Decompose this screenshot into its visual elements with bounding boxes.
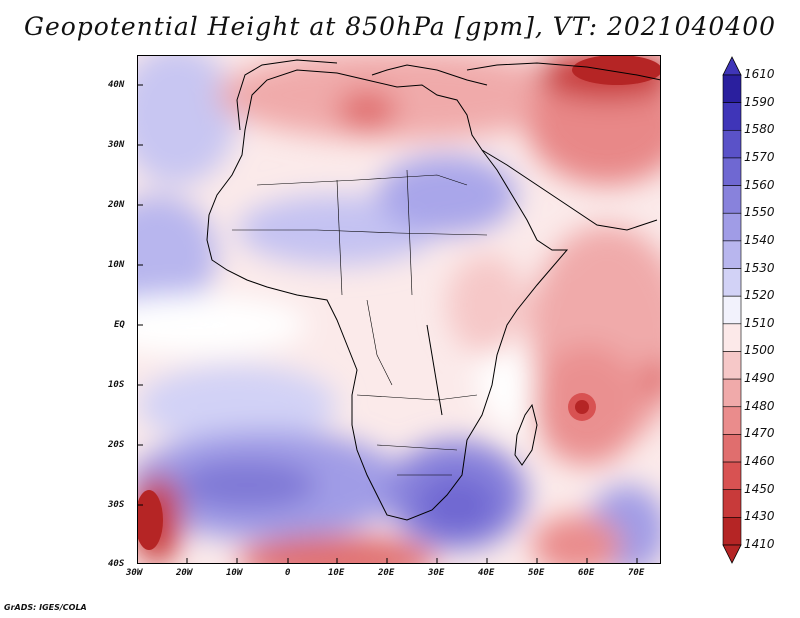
colorbar-swatch <box>722 240 742 269</box>
colorbar-level-label: 1500 <box>744 343 775 358</box>
colorbar-level-label: 1550 <box>744 205 775 220</box>
country-borders <box>232 169 488 476</box>
lon-label-50e: 50E <box>528 568 545 578</box>
lon-label-10w: 10W <box>226 568 243 578</box>
colorbar-level-label: 1560 <box>744 177 775 192</box>
colorbar-swatch <box>722 489 742 518</box>
colorbar-swatch <box>722 157 742 186</box>
colorbar-level-label: 1450 <box>744 481 775 496</box>
colorbar-level-label: 1480 <box>744 398 775 413</box>
lat-label-30s: 30S <box>108 500 125 510</box>
colorbar-swatch <box>722 461 742 491</box>
colorbar-level-label: 1410 <box>744 537 775 551</box>
lon-label-0: 0 <box>285 568 291 578</box>
coastlines <box>206 59 661 521</box>
colorbar-swatch <box>722 129 742 159</box>
colorbar-level-label: 1590 <box>744 94 775 109</box>
colorbar-level-label: 1530 <box>744 260 775 275</box>
colorbar-swatch <box>722 323 742 352</box>
lat-label-10s: 10S <box>108 380 125 390</box>
field-shading <box>137 55 661 564</box>
lat-label-eq: EQ <box>114 320 125 330</box>
colorbar-level-label: 1490 <box>744 371 775 386</box>
colorbar-level-label: 1570 <box>744 149 775 164</box>
colorbar-level-label: 1520 <box>744 288 775 303</box>
lat-label-10n: 10N <box>108 260 125 270</box>
colorbar-swatch <box>722 295 742 325</box>
colorbar-level-label: 1430 <box>744 509 775 524</box>
lon-label-70e: 70E <box>628 568 645 578</box>
colorbar-bottom-arrow <box>722 544 742 564</box>
map-frame <box>137 55 661 564</box>
colorbar-swatch <box>722 378 742 408</box>
madagascar-coastline <box>514 403 538 466</box>
mediterranean-coast <box>371 64 488 86</box>
africa-coastline <box>206 69 569 521</box>
axis-ticks <box>137 84 638 564</box>
low-center-north <box>572 55 661 85</box>
colorbar-level-label: 1470 <box>744 426 775 441</box>
grads-credit: GrADS: IGES/COLA <box>4 603 87 612</box>
colorbar-swatch <box>722 102 742 131</box>
colorbar-swatch <box>722 74 742 103</box>
rift-lakes <box>426 324 443 416</box>
colorbar-swatch <box>722 406 742 435</box>
map-plot-area <box>137 55 661 564</box>
colorbar-swatch <box>722 212 742 242</box>
lat-label-40n: 40N <box>108 80 125 90</box>
colorbar-level-label: 1540 <box>744 232 775 247</box>
lon-label-30e: 30E <box>428 568 445 578</box>
iberia-coastline <box>236 59 338 131</box>
lon-label-20w: 20W <box>176 568 193 578</box>
colorbar-swatch <box>722 517 742 546</box>
colorbar-swatch <box>722 268 742 297</box>
lat-label-40s: 40S <box>108 559 125 569</box>
colorbar-level-label: 1580 <box>744 122 775 137</box>
arabia-coastline <box>481 149 658 231</box>
lon-label-60e: 60E <box>578 568 595 578</box>
lon-label-20e: 20E <box>378 568 395 578</box>
colorbar-swatch <box>722 185 742 214</box>
lat-label-20s: 20S <box>108 440 125 450</box>
height-field-map <box>137 55 661 564</box>
lon-label-10e: 10E <box>328 568 345 578</box>
colorbar-top-arrow <box>722 56 742 76</box>
low-center-south-atlantic <box>137 490 163 550</box>
lon-label-40e: 40E <box>478 568 495 578</box>
colorbar-swatch <box>722 434 742 463</box>
map-title: Geopotential Height at 850hPa [gpm], VT:… <box>23 12 777 41</box>
colorbar-level-label: 1610 <box>744 67 775 81</box>
low-center-core <box>575 400 589 414</box>
colorbar-level-label: 1510 <box>744 315 775 330</box>
colorbar-scale <box>722 56 742 564</box>
colorbar-level-label: 1460 <box>744 454 775 469</box>
colorbar-swatch <box>722 351 742 380</box>
lat-label-20n: 20N <box>108 200 125 210</box>
lon-label-30w: 30W <box>126 568 143 578</box>
colorbar: 1610 1590 1580 1570 1560 1550 1540 1530 1520 1510… <box>722 55 792 565</box>
asia-coastline <box>466 62 661 81</box>
lat-label-30n: 30N <box>108 140 125 150</box>
